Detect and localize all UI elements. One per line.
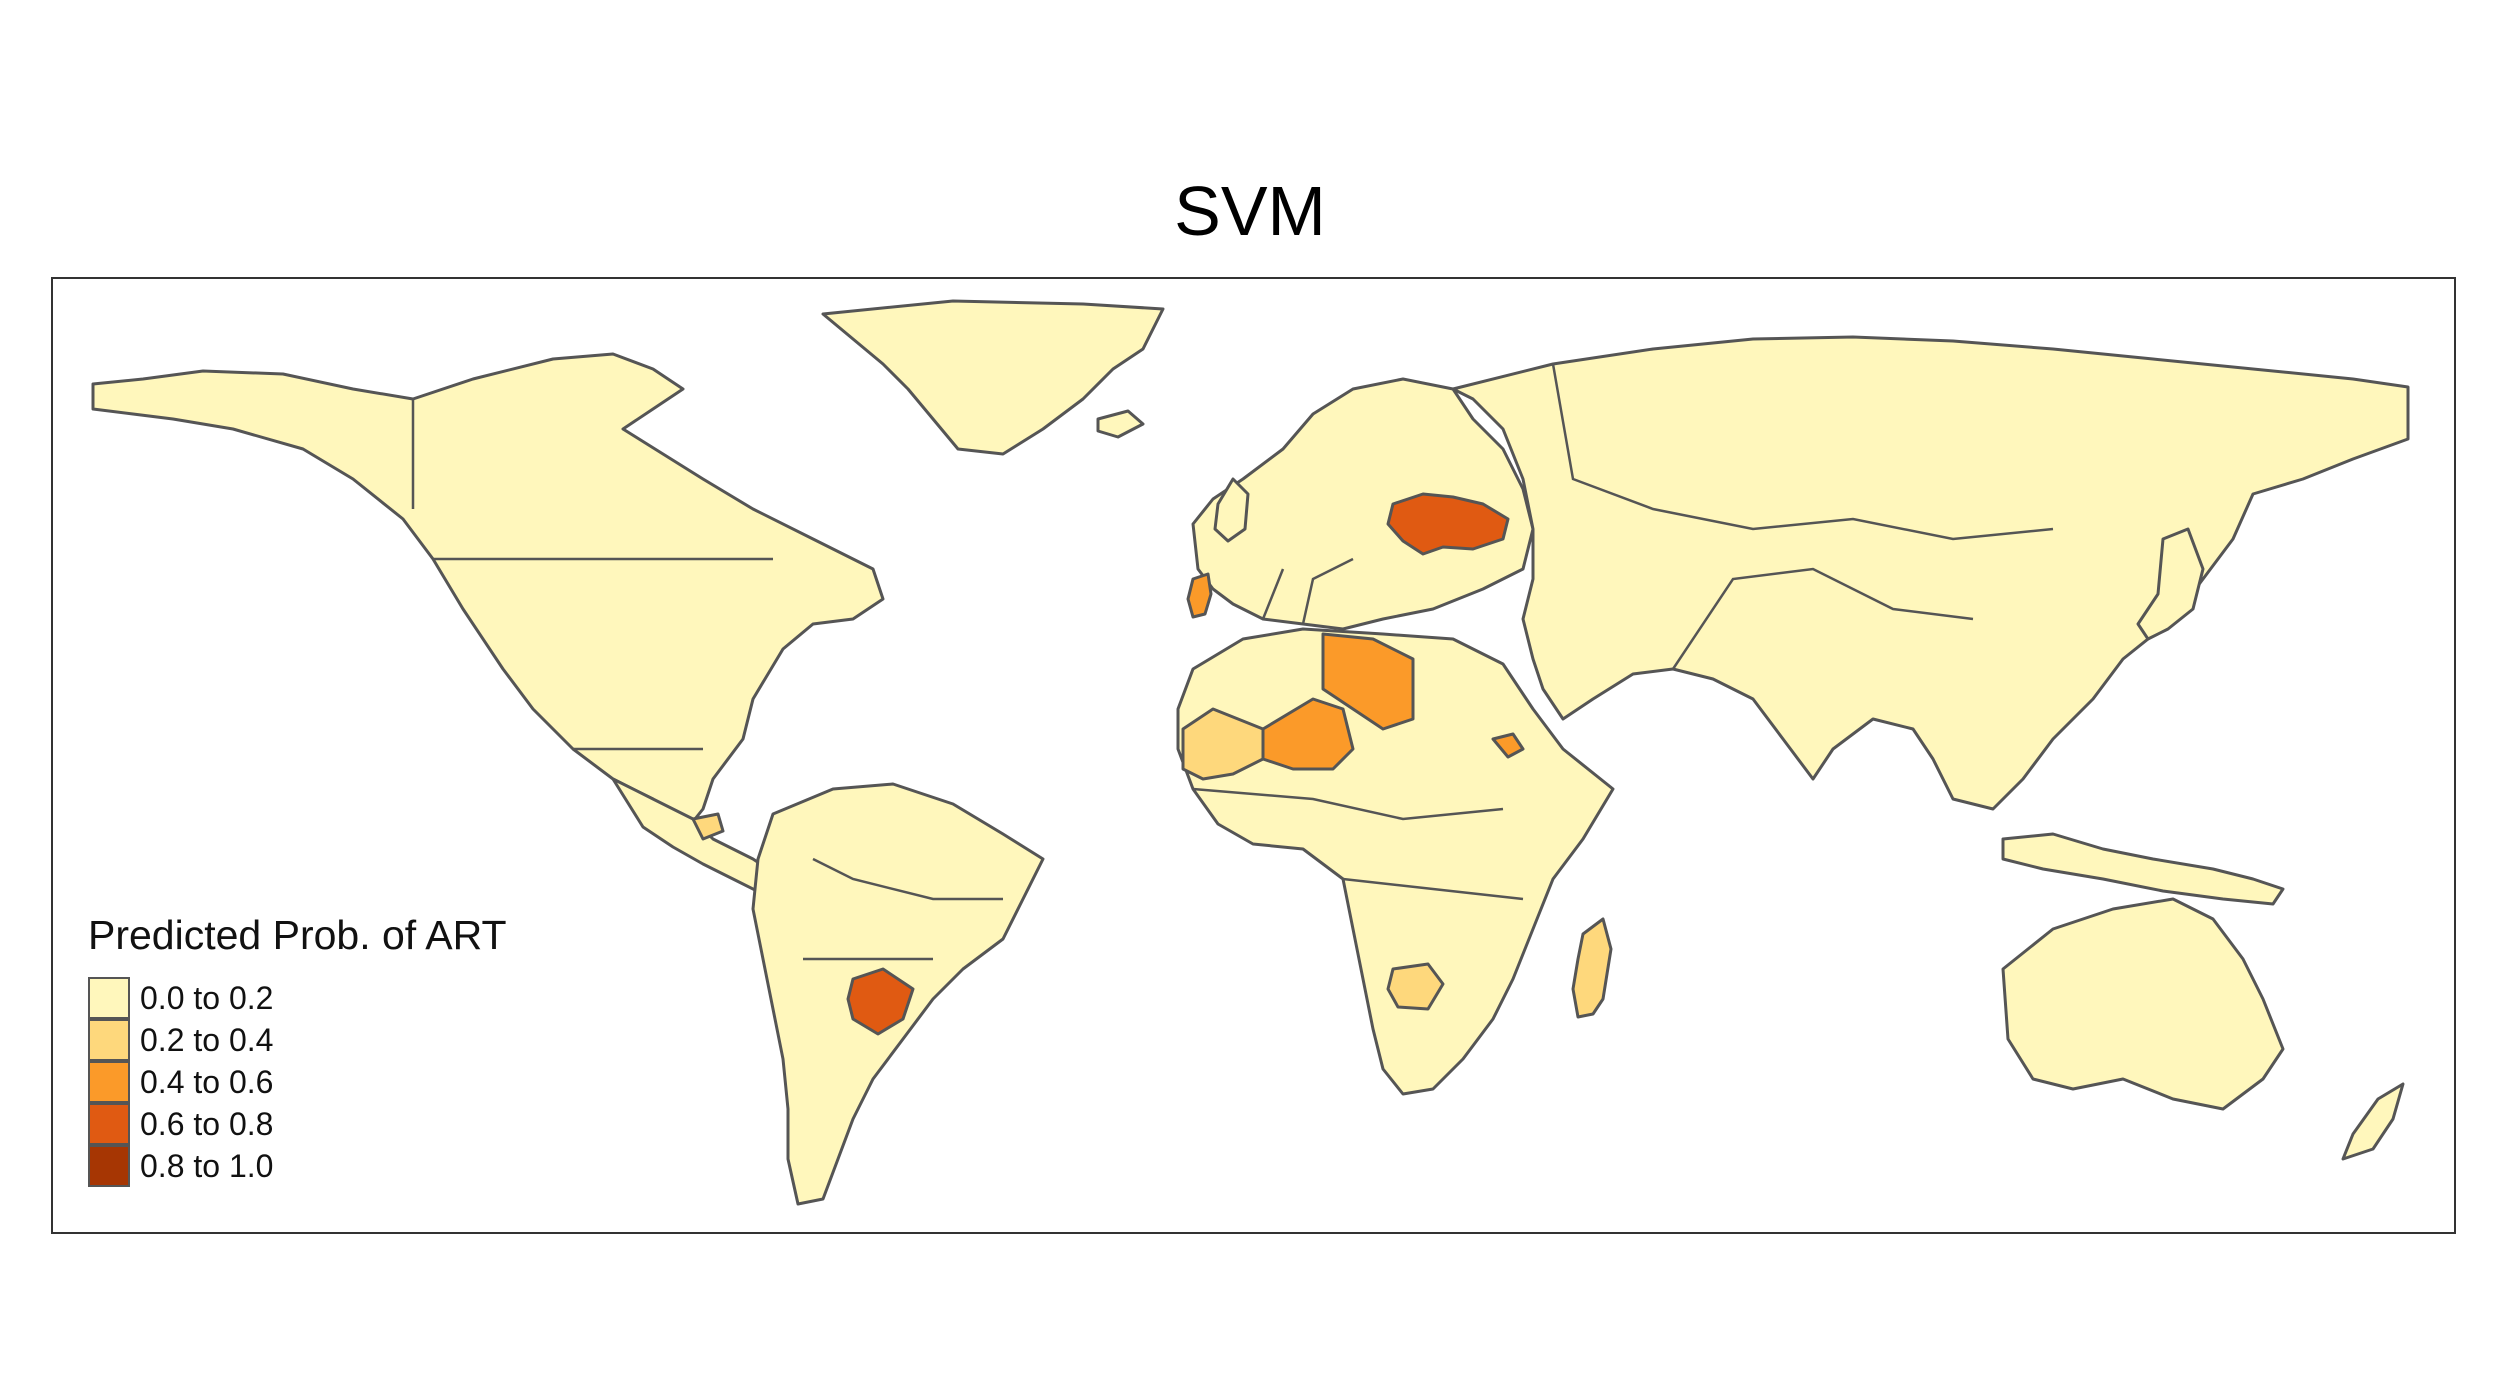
legend-row: 0.8 to 1.0 [88,1145,507,1187]
legend-swatch [88,1145,130,1187]
region-ukraine [1386,492,1510,556]
legend-label: 0.0 to 0.2 [140,979,274,1016]
region-paraguay [846,967,915,1036]
region-madagascar [1571,917,1613,1019]
landmass-australia [2001,897,2285,1111]
map-panel [51,277,2456,1234]
legend-row: 0.2 to 0.4 [88,1019,507,1061]
map-title: SVM [1174,172,1326,250]
landmass-new-zealand [2341,1082,2405,1161]
region-eritrea [1491,732,1525,759]
legend-row: 0.6 to 0.8 [88,1103,507,1145]
legend-label: 0.4 to 0.6 [140,1063,274,1100]
region-portugal [1186,572,1213,619]
legend-swatch [88,1103,130,1145]
legend-label: 0.2 to 0.4 [140,1021,274,1058]
landmass-greenland [821,299,1165,456]
legend-swatch [88,1019,130,1061]
base-landmasses [91,299,2410,1206]
country-borders [411,363,2054,961]
region-guatemala [691,812,725,841]
legend-label: 0.6 to 0.8 [140,1105,274,1142]
legend-row: 0.0 to 0.2 [88,977,507,1019]
legend-swatch [88,977,130,1019]
landmass-uk [1213,477,1250,543]
landmass-asia [1451,335,2410,811]
highlighted-regions [691,492,1525,1036]
landmass-japan [2136,527,2205,641]
landmass-north-america [91,352,885,836]
region-zimbabwe [1386,962,1445,1011]
legend-swatch [88,1061,130,1103]
world-map [91,299,2410,1206]
legend-title: Predicted Prob. of ART [88,912,507,958]
landmass-indonesia [2001,832,2285,906]
legend: Predicted Prob. of ART 0.0 to 0.2 0.2 to… [88,912,507,1187]
region-libya [1321,632,1415,731]
legend-row: 0.4 to 0.6 [88,1061,507,1103]
legend-label: 0.8 to 1.0 [140,1147,274,1184]
region-niger [1261,697,1355,771]
region-mali [1181,707,1265,781]
landmass-iceland [1096,409,1145,439]
